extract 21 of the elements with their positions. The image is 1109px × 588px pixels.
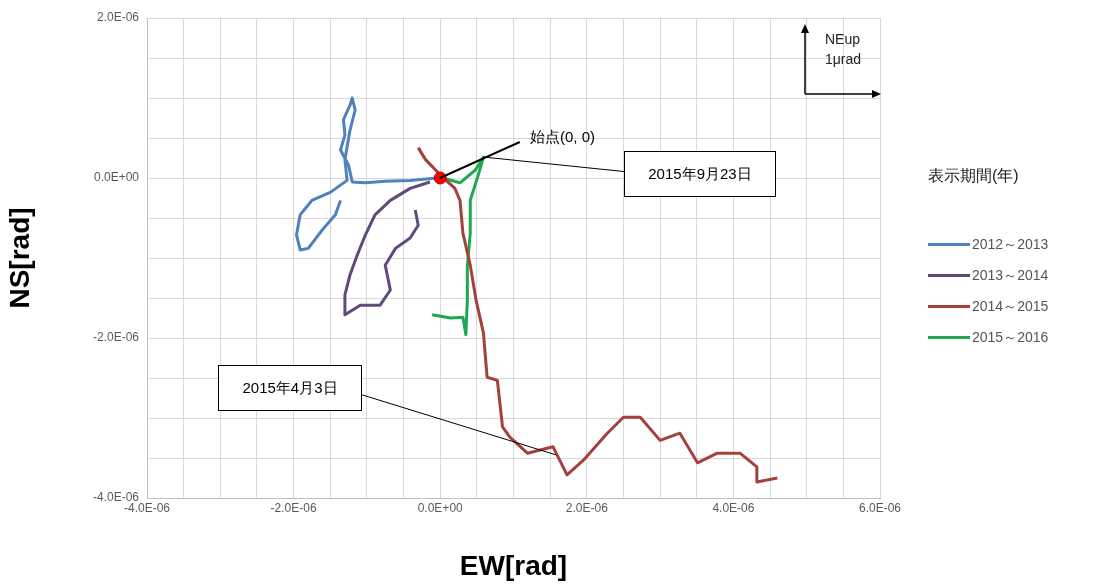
annotation: NEup <box>825 30 861 48</box>
annotation: 2015年9月23日 <box>648 164 752 184</box>
legend-label: 2014～2015 <box>972 297 1049 316</box>
legend-label: 2013～2014 <box>972 266 1049 285</box>
legend-label: 2012～2013 <box>972 235 1049 254</box>
legend-label: 2015～2016 <box>972 328 1049 347</box>
annotation: 2015年4月3日 <box>242 378 338 398</box>
annotation: 1μrad <box>825 50 862 68</box>
y-axis-title: NS[rad] <box>3 207 35 309</box>
x-tick-label: 6.0E-06 <box>858 500 902 515</box>
x-tick-label: -2.0E-06 <box>270 500 317 515</box>
x-tick-label: 2.0E-06 <box>565 500 609 515</box>
x-axis-title: EW[rad] <box>459 549 568 581</box>
annotation: 始点(0, 0) <box>530 128 596 147</box>
x-tick-label: 4.0E-06 <box>712 500 755 515</box>
x-tick-label: 0.0E+00 <box>417 500 464 515</box>
y-tick-label: 2.0E-06 <box>96 10 140 25</box>
y-tick-label: 0.0E+00 <box>93 170 140 185</box>
y-tick-label: -2.0E-06 <box>92 330 140 345</box>
x-tick-label: -4.0E-06 <box>123 500 171 515</box>
legend-title: 表示期間(年) <box>928 166 1020 186</box>
